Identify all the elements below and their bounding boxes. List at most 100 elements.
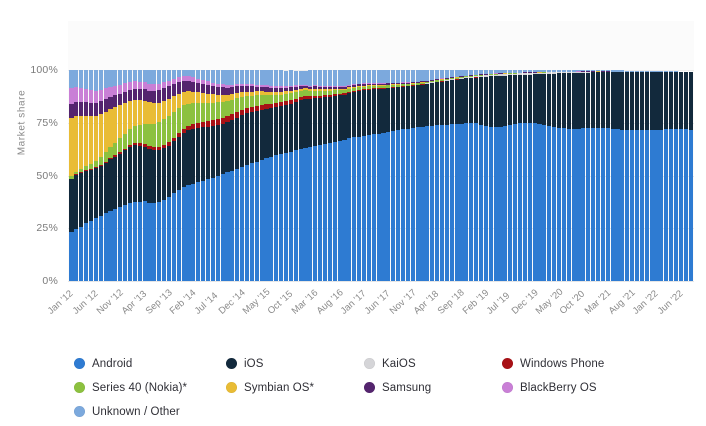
bar-column[interactable]: [142, 70, 147, 281]
bar-column[interactable]: [254, 70, 259, 281]
bar-column[interactable]: [673, 70, 678, 281]
legend-item[interactable]: iOS: [226, 352, 263, 375]
bar-column[interactable]: [405, 69, 410, 281]
bar-column[interactable]: [532, 69, 537, 281]
bar-column[interactable]: [649, 70, 654, 281]
bar-column[interactable]: [474, 69, 479, 281]
bar-column[interactable]: [113, 70, 118, 281]
bar-column[interactable]: [566, 69, 571, 281]
bar-column[interactable]: [98, 70, 103, 281]
bar-column[interactable]: [449, 69, 454, 281]
bar-column[interactable]: [318, 70, 323, 281]
bar-column[interactable]: [220, 70, 225, 281]
bar-column[interactable]: [634, 70, 639, 281]
bar-column[interactable]: [513, 69, 518, 281]
bar-column[interactable]: [313, 70, 318, 281]
bar-column[interactable]: [493, 69, 498, 281]
bar-column[interactable]: [498, 70, 503, 281]
bar-column[interactable]: [430, 69, 435, 281]
bar-column[interactable]: [605, 70, 610, 281]
bar-column[interactable]: [581, 70, 586, 281]
bar-column[interactable]: [610, 70, 615, 281]
bar-column[interactable]: [664, 70, 669, 281]
bar-column[interactable]: [337, 69, 342, 281]
bar-column[interactable]: [620, 70, 625, 281]
bar-column[interactable]: [69, 70, 74, 281]
bar-column[interactable]: [79, 70, 84, 281]
bar-column[interactable]: [678, 70, 683, 281]
bar-column[interactable]: [269, 70, 274, 281]
bar-column[interactable]: [283, 70, 288, 281]
legend-item[interactable]: Windows Phone: [502, 352, 604, 375]
bar-column[interactable]: [561, 69, 566, 281]
bar-column[interactable]: [152, 70, 157, 281]
bar-column[interactable]: [103, 70, 108, 281]
bar-column[interactable]: [191, 70, 196, 281]
bar-column[interactable]: [503, 69, 508, 281]
bar-column[interactable]: [469, 69, 474, 281]
bar-column[interactable]: [137, 70, 142, 281]
bar-column[interactable]: [547, 70, 552, 281]
bar-column[interactable]: [478, 70, 483, 281]
bar-column[interactable]: [332, 70, 337, 281]
bar-column[interactable]: [205, 70, 210, 281]
bar-column[interactable]: [162, 70, 167, 281]
bar-column[interactable]: [249, 70, 254, 281]
bar-column[interactable]: [435, 69, 440, 281]
bar-column[interactable]: [488, 70, 493, 281]
bar-column[interactable]: [396, 69, 401, 281]
bar-column[interactable]: [464, 70, 469, 281]
bar-column[interactable]: [683, 70, 688, 281]
bar-column[interactable]: [527, 70, 532, 281]
bar-column[interactable]: [386, 70, 391, 281]
bar-column[interactable]: [127, 70, 132, 281]
legend-item[interactable]: Unknown / Other: [74, 400, 180, 423]
bar-column[interactable]: [93, 70, 98, 281]
bar-column[interactable]: [327, 69, 332, 281]
bar-column[interactable]: [361, 70, 366, 281]
bar-column[interactable]: [259, 70, 264, 281]
bar-column[interactable]: [293, 70, 298, 281]
bar-column[interactable]: [376, 70, 381, 281]
bar-column[interactable]: [357, 70, 362, 281]
bar-column[interactable]: [576, 70, 581, 281]
bar-column[interactable]: [176, 70, 181, 281]
bar-column[interactable]: [508, 70, 513, 281]
bar-column[interactable]: [420, 69, 425, 281]
legend-item[interactable]: BlackBerry OS: [502, 376, 597, 399]
bar-column[interactable]: [537, 70, 542, 281]
bar-column[interactable]: [517, 69, 522, 281]
bar-column[interactable]: [298, 70, 303, 281]
bar-column[interactable]: [371, 69, 376, 281]
bar-column[interactable]: [303, 70, 308, 281]
legend-item[interactable]: Samsung: [364, 376, 431, 399]
bar-column[interactable]: [552, 70, 557, 281]
bar-column[interactable]: [279, 70, 284, 281]
bar-column[interactable]: [659, 70, 664, 281]
bar-column[interactable]: [586, 70, 591, 281]
bar-column[interactable]: [654, 70, 659, 281]
bar-column[interactable]: [147, 70, 152, 281]
bar-column[interactable]: [439, 69, 444, 281]
bar-column[interactable]: [274, 70, 279, 281]
bar-column[interactable]: [400, 69, 405, 281]
bar-column[interactable]: [425, 70, 430, 281]
bar-column[interactable]: [415, 69, 420, 281]
bar-column[interactable]: [230, 70, 235, 281]
bar-column[interactable]: [108, 70, 113, 281]
bar-column[interactable]: [366, 69, 371, 281]
bar-column[interactable]: [688, 70, 693, 281]
bar-column[interactable]: [118, 70, 123, 281]
bar-column[interactable]: [196, 70, 201, 281]
bar-column[interactable]: [591, 70, 596, 281]
bar-column[interactable]: [571, 70, 576, 281]
bar-column[interactable]: [669, 70, 674, 281]
bar-column[interactable]: [556, 70, 561, 281]
bar-column[interactable]: [542, 70, 547, 281]
bar-column[interactable]: [74, 70, 79, 281]
bar-column[interactable]: [630, 70, 635, 281]
bar-column[interactable]: [381, 69, 386, 281]
bar-column[interactable]: [644, 70, 649, 281]
bar-column[interactable]: [235, 70, 240, 281]
bar-column[interactable]: [240, 70, 245, 281]
